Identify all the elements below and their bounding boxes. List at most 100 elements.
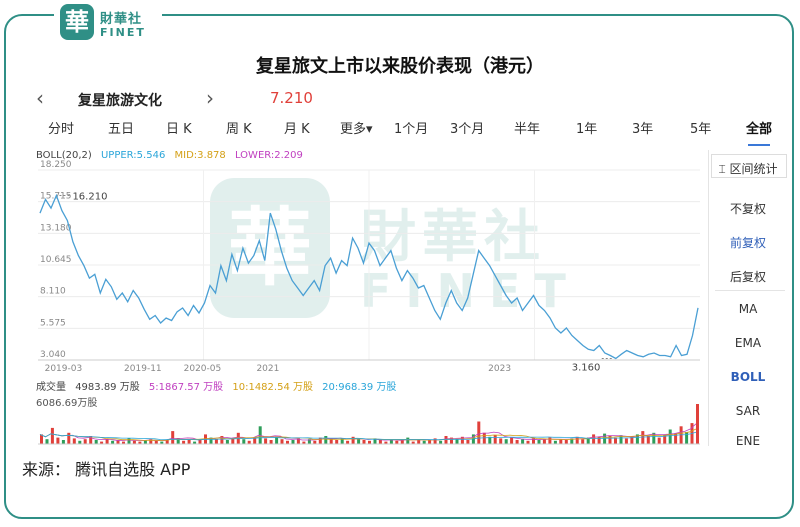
volume-bar (537, 440, 541, 444)
volume-bar (564, 440, 568, 444)
volume-bar (247, 440, 251, 444)
volume-bar (296, 438, 300, 444)
y-tick-label: 5.575 (40, 318, 66, 328)
volume-bar (428, 440, 432, 444)
volume-bar (242, 439, 246, 444)
volume-bar (646, 436, 650, 444)
volume-bar (581, 439, 585, 444)
volume-bar (603, 433, 607, 444)
brand-name-en: FINET (100, 26, 146, 39)
price-line (39, 193, 699, 360)
tab-all[interactable]: 全部 (746, 122, 773, 137)
volume-bar (56, 437, 60, 444)
side-item-ema[interactable]: EMA (734, 336, 762, 350)
volume-ma20: 20:968.39 万股 (322, 382, 397, 393)
y-tick-label: 3.040 (40, 350, 66, 360)
volume-bar (439, 440, 443, 444)
side-item-boll[interactable]: BOLL (730, 370, 766, 384)
x-tick-label: 2023 (488, 364, 511, 374)
volume-bar (269, 440, 273, 444)
page-title: 复星旅文上市以来股价表现（港元） (256, 56, 544, 77)
tab-3-month[interactable]: 3个月 (450, 122, 485, 137)
tab-1-month[interactable]: 1个月 (394, 122, 429, 137)
period-tabs: 分时 五日 日 K 周 K 月 K 更多▾ 1个月 3个月 半年 1年 3年 5… (30, 118, 790, 142)
volume-bar (444, 436, 448, 444)
volume-bar (493, 435, 497, 444)
y-tick-label: 10.645 (40, 255, 72, 265)
side-item-ene[interactable]: ENE (735, 434, 761, 446)
tab-3-year[interactable]: 3年 (632, 122, 654, 137)
tab-daily-k[interactable]: 日 K (166, 122, 192, 137)
x-tick-label: 2019-03 (45, 364, 83, 374)
volume-bar (532, 438, 535, 444)
max-annotation-label: 16.210 (72, 191, 107, 202)
volume-max-label: 6086.69万股 (36, 398, 98, 409)
volume-bar (592, 434, 596, 444)
volume-bar (160, 441, 164, 444)
volume-bar (193, 441, 197, 444)
volume-bar (515, 440, 519, 444)
volume-bar (143, 440, 147, 444)
chevron-right-icon[interactable]: › (206, 86, 214, 110)
volume-bar (619, 435, 623, 444)
volume-bar (384, 441, 388, 444)
indicator-legend: BOLL(20,2) UPPER:5.546 MID:3.878 LOWER:2… (36, 150, 303, 161)
tab-five-day[interactable]: 五日 (108, 122, 135, 137)
side-divider (715, 290, 785, 291)
volume-bar (127, 438, 131, 444)
volume-bar (422, 440, 426, 444)
tab-weekly-k[interactable]: 周 K (226, 122, 252, 137)
volume-bar (460, 436, 464, 444)
volume-bar (526, 440, 530, 444)
tab-monthly-k[interactable]: 月 K (284, 122, 310, 137)
volume-bar (89, 436, 93, 444)
volume-bar (258, 426, 262, 444)
volume-bar (340, 438, 344, 444)
stock-price: 7.210 (270, 89, 313, 107)
side-item-backward-adjust[interactable]: 后复权 (729, 270, 766, 284)
volume-bar (553, 440, 557, 444)
volume-value: 4983.89 万股 (75, 382, 140, 393)
price-chart: 18.250 15.715 13.180 10.645 8.110 5.575 3.040 1… (30, 148, 706, 446)
volume-bar (477, 421, 481, 444)
volume-bar (61, 440, 65, 444)
volume-bar (548, 437, 552, 444)
side-item-sar[interactable]: SAR (735, 404, 761, 418)
side-item-forward-adjust[interactable]: 前复权 (729, 236, 766, 250)
volume-legend: 成交量 4983.89 万股 5:1867.57 万股 10:1482.54 万… (36, 378, 396, 393)
volume-bar (630, 436, 634, 444)
volume-bar (668, 429, 672, 444)
volume-bar (40, 434, 43, 444)
volume-bar (488, 436, 492, 444)
volume-bar (318, 437, 322, 444)
range-stat-button[interactable] (711, 154, 787, 178)
y-tick-label: 13.180 (40, 223, 72, 233)
side-item-ma[interactable]: MA (738, 302, 758, 316)
volume-bar (220, 436, 224, 444)
volume-bar (614, 437, 617, 444)
volume-bar (608, 436, 612, 444)
tab-half-year[interactable]: 半年 (514, 122, 541, 137)
volume-bar (570, 438, 574, 444)
volume-bar (685, 432, 689, 444)
volume-bar (280, 439, 284, 444)
chevron-left-icon[interactable]: ‹ (36, 86, 44, 110)
tab-5-year[interactable]: 5年 (690, 122, 712, 137)
volume-ma10: 10:1482.54 万股 (232, 382, 313, 393)
volume-bar (286, 440, 289, 444)
brand-name-cn: 財華社 (100, 12, 143, 27)
volume-bar (351, 436, 355, 444)
volume-bar (466, 440, 470, 444)
volume-bar (264, 438, 268, 444)
tab-1-year[interactable]: 1年 (576, 122, 598, 137)
side-item-no-adjust[interactable]: 不复权 (729, 202, 766, 216)
volume-bar (378, 440, 382, 444)
volume-bar (105, 439, 109, 444)
volume-bar (510, 437, 514, 444)
card-frame (4, 14, 794, 519)
brand-logo: 華 財華社 FINET (54, 2, 162, 46)
x-tick-label: 2020-05 (184, 364, 222, 374)
volume-bar (78, 440, 82, 444)
tab-more[interactable]: 更多▾ (340, 122, 373, 137)
tab-intraday[interactable]: 分时 (48, 122, 75, 137)
